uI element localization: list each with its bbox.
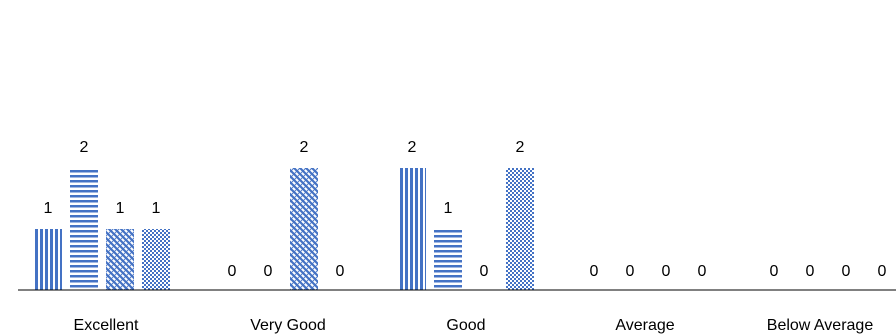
value-label: 0 — [698, 263, 707, 280]
value-label: 0 — [480, 263, 489, 280]
bar-excellent-series-4 — [142, 229, 170, 290]
category-label: Excellent — [74, 317, 139, 334]
value-label: 0 — [770, 263, 779, 280]
bar-excellent-series-2 — [70, 168, 98, 290]
value-label: 0 — [336, 263, 345, 280]
value-label: 0 — [806, 263, 815, 280]
category-label: Good — [446, 317, 485, 334]
value-label: 0 — [662, 263, 671, 280]
value-labels-layer: 1 2 1 1 0 0 2 0 2 1 0 2 0 0 0 0 0 0 0 0 — [44, 139, 887, 280]
category-labels-layer: Excellent Very Good Good Average Below Avera… — [74, 317, 874, 334]
bar-very-good-series-3 — [290, 168, 318, 290]
bar-good-series-2 — [434, 229, 462, 290]
value-label: 0 — [842, 263, 851, 280]
value-label: 2 — [300, 139, 309, 156]
value-label: 1 — [152, 200, 161, 217]
value-label: 1 — [44, 200, 53, 217]
category-label: Very Good — [250, 317, 326, 334]
value-label: 0 — [878, 263, 887, 280]
value-label: 0 — [590, 263, 599, 280]
value-label: 1 — [116, 200, 125, 217]
value-label: 0 — [626, 263, 635, 280]
value-label: 2 — [80, 139, 89, 156]
value-label: 0 — [264, 263, 273, 280]
value-label: 2 — [408, 139, 417, 156]
value-label: 2 — [516, 139, 525, 156]
bar-excellent-series-1 — [34, 229, 62, 290]
bar-good-series-1 — [398, 168, 426, 290]
value-label: 1 — [444, 200, 453, 217]
bars-layer — [34, 168, 534, 290]
bar-good-series-4 — [506, 168, 534, 290]
bar-excellent-series-3 — [106, 229, 134, 290]
category-label: Average — [615, 317, 674, 334]
category-label: Below Average — [767, 317, 874, 334]
value-label: 0 — [228, 263, 237, 280]
